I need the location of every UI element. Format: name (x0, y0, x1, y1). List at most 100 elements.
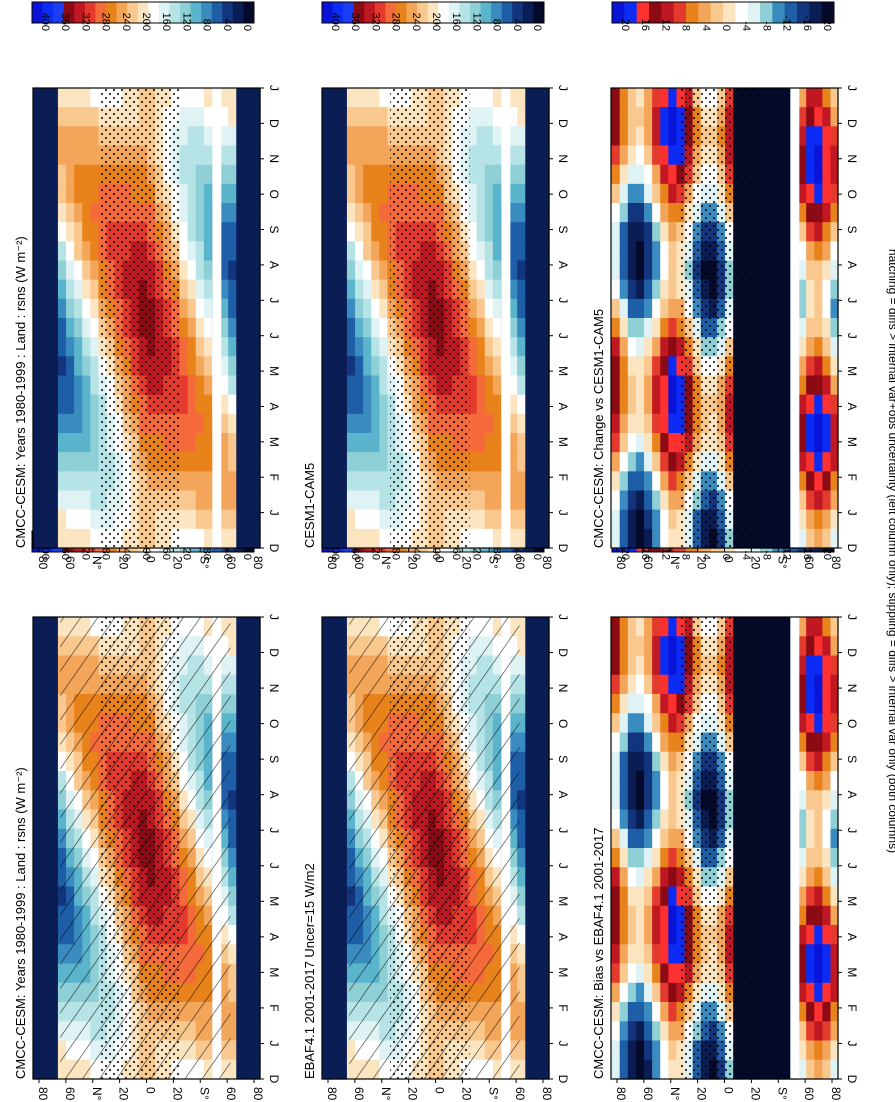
heatmap-cell (370, 145, 380, 166)
heatmap-cell (322, 636, 331, 657)
heatmap-cell (33, 509, 42, 530)
heatmap-cell (378, 164, 388, 185)
heatmap-cell (756, 528, 766, 549)
heatmap-cell (370, 241, 380, 262)
heatmap-cell (338, 848, 347, 868)
heatmap-cell (821, 203, 831, 223)
heatmap-cell (484, 375, 493, 396)
heatmap-cell (643, 848, 653, 868)
heatmap-cell (667, 674, 677, 695)
colorbar-swatch (760, 2, 773, 23)
heatmap-cell (89, 318, 99, 338)
heatmap-cell (651, 471, 661, 492)
heatmap-cell (781, 222, 790, 242)
heatmap-cell (635, 636, 645, 657)
heatmap-cell (619, 203, 628, 223)
heatmap-cell (251, 145, 261, 166)
heatmap-cell (57, 375, 67, 396)
heatmap-cell (508, 509, 518, 530)
heatmap-cell (540, 1002, 550, 1022)
colorbar-swatch (522, 2, 534, 23)
heatmap-cell (619, 925, 628, 945)
heatmap-cell (756, 655, 766, 676)
heatmap-cell (765, 318, 774, 338)
heatmap-cell (516, 617, 526, 637)
heatmap-cell (532, 528, 542, 549)
heatmap-cell (57, 318, 67, 338)
heatmap-cell (813, 828, 823, 849)
heatmap-cell (813, 433, 823, 453)
heatmap-cell (516, 337, 526, 357)
heatmap-cell (797, 963, 807, 984)
heatmap-cell (532, 1002, 542, 1022)
heatmap-cell (797, 452, 807, 472)
colorbar-swatch (180, 2, 192, 23)
heatmap-cell (659, 145, 669, 166)
x-tick-label: D (267, 648, 281, 657)
heatmap-cell (330, 318, 339, 338)
heatmap-cell (667, 636, 677, 657)
heatmap-cell (627, 867, 636, 888)
heatmap-cell (643, 164, 653, 185)
heatmap-cell (773, 1059, 782, 1080)
heatmap-cell (362, 471, 372, 492)
heatmap-cell (821, 260, 831, 281)
heatmap-cell (773, 771, 782, 791)
heatmap-cell (540, 490, 550, 511)
heatmap-cell (781, 848, 790, 868)
x-tick-label: J (556, 333, 570, 339)
heatmap-cell (829, 1002, 839, 1022)
heatmap-cell (532, 636, 542, 657)
heatmap-cell (251, 674, 261, 695)
heatmap-cell (781, 490, 790, 511)
heatmap-cell (508, 260, 518, 281)
colorbar-swatch (158, 2, 170, 23)
heatmap-cell (338, 905, 347, 926)
heatmap-cell (756, 1040, 766, 1061)
heatmap-cell (235, 88, 245, 108)
heatmap-cell (765, 107, 774, 127)
heatmap-cell (322, 1002, 331, 1022)
heatmap-cell (524, 848, 534, 868)
heatmap-cell (73, 107, 83, 127)
heatmap-cell (659, 963, 669, 984)
heatmap-cell (508, 490, 518, 511)
heatmap-cell (797, 655, 807, 676)
heatmap-cell (797, 203, 807, 223)
heatmap-cell (322, 509, 331, 530)
heatmap-cell (81, 164, 91, 185)
y-tick-label: 20 (117, 556, 131, 570)
heatmap-cell (659, 905, 669, 926)
colorbar-swatch (190, 2, 202, 23)
x-tick-label: J (267, 827, 281, 833)
heatmap-cell (805, 867, 815, 888)
heatmap-cell (540, 509, 550, 530)
heatmap-cell (476, 241, 485, 262)
heatmap-cell (195, 298, 204, 319)
colorbar-tick-label: 0 (720, 554, 732, 560)
heatmap-cell (227, 452, 237, 472)
heatmap-cell (41, 222, 50, 242)
heatmap-cell (57, 356, 67, 377)
heatmap-cell (611, 260, 620, 281)
heatmap-cell (73, 164, 83, 185)
heatmap-cell (765, 732, 774, 753)
heatmap-cell (829, 886, 839, 907)
heatmap-cell (33, 925, 42, 945)
heatmap-cell (243, 809, 253, 830)
heatmap-cell (41, 905, 50, 926)
heatmap-cell (667, 771, 677, 791)
heatmap-cell (813, 356, 823, 377)
heatmap-cell (651, 732, 661, 753)
heatmap-cell (781, 771, 790, 791)
x-tick-label: A (845, 933, 859, 941)
heatmap-cell (33, 655, 42, 676)
heatmap-cell (643, 279, 653, 300)
heatmap-cell (219, 528, 229, 549)
heatmap-cell (611, 356, 620, 377)
heatmap-cell (227, 982, 237, 1003)
heatmap-cell (235, 674, 245, 695)
heatmap-cell (756, 905, 766, 926)
heatmap-cell (651, 963, 661, 984)
heatmap-cell (492, 471, 501, 492)
